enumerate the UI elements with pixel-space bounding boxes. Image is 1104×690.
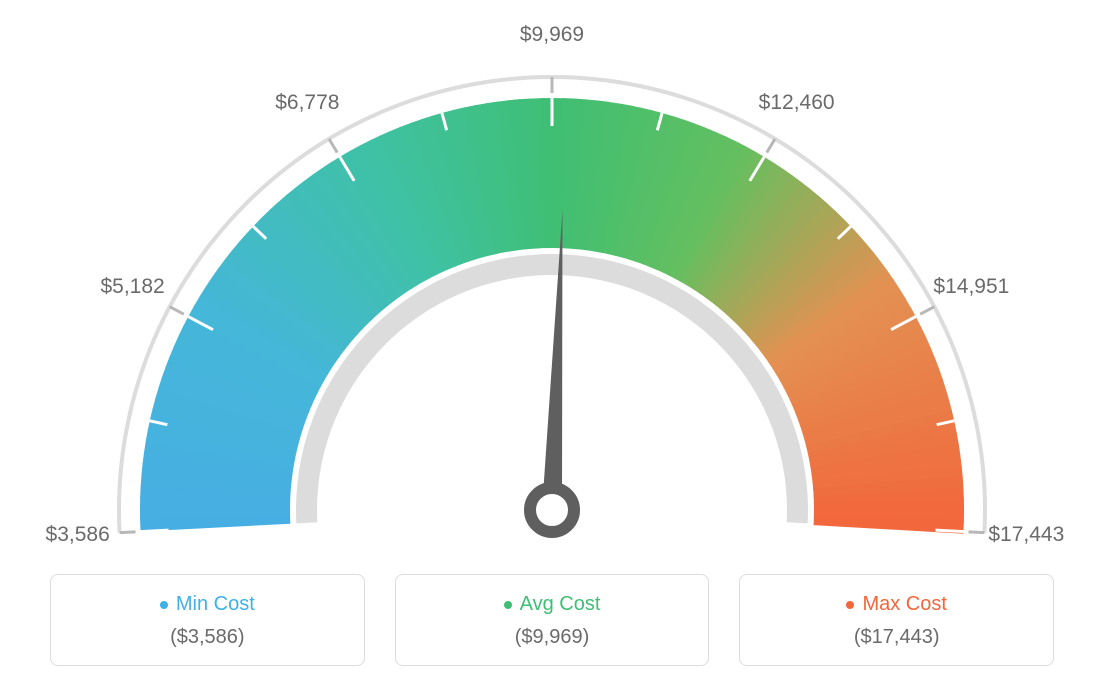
legend-card-max: Max Cost ($17,443)	[739, 574, 1054, 666]
gauge-tick-label: $14,951	[933, 275, 1009, 299]
legend-label-min: Min Cost	[176, 593, 255, 616]
gauge-tick-label: $17,443	[988, 523, 1064, 547]
legend-title-max: Max Cost	[750, 593, 1043, 616]
legend-card-min: Min Cost ($3,586)	[50, 574, 365, 666]
gauge-tick-label: $6,778	[275, 91, 339, 115]
gauge-tick-label: $12,460	[759, 91, 835, 115]
legend-value-max: ($17,443)	[750, 626, 1043, 649]
legend-label-avg: Avg Cost	[520, 593, 601, 616]
legend-value-avg: ($9,969)	[406, 626, 699, 649]
gauge-tick-label: $3,586	[46, 523, 110, 547]
gauge-tick-label: $5,182	[100, 275, 164, 299]
legend-label-max: Max Cost	[862, 593, 946, 616]
gauge-tick-label: $9,969	[520, 23, 584, 47]
legend-value-min: ($3,586)	[61, 626, 354, 649]
legend-card-avg: Avg Cost ($9,969)	[395, 574, 710, 666]
legend-dot-avg	[504, 601, 512, 609]
legend-row: Min Cost ($3,586) Avg Cost ($9,969) Max …	[50, 574, 1054, 666]
legend-dot-min	[160, 601, 168, 609]
legend-title-avg: Avg Cost	[406, 593, 699, 616]
legend-dot-max	[846, 601, 854, 609]
gauge-chart: $3,586 $5,182 $6,778 $9,969 $12,460 $14,951 $1…	[0, 0, 1104, 560]
legend-title-min: Min Cost	[61, 593, 354, 616]
